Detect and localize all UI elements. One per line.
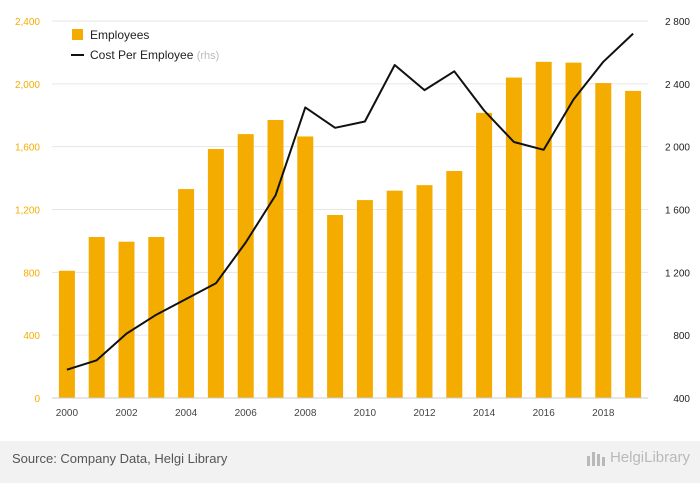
x-tick-label: 2006 — [235, 408, 258, 419]
bar-employees-2005 — [207, 149, 224, 398]
y-left-tick-label: 1,200 — [15, 206, 40, 217]
x-tick-label: 2004 — [175, 408, 198, 419]
logo-text: HelgiLibrary — [609, 449, 690, 466]
bar-employees-2012 — [416, 185, 433, 398]
bar-employees-2004 — [178, 189, 195, 398]
y-left-tick-label: 2,000 — [15, 80, 40, 91]
helgi-library-logo[interactable]: HelgiLibrary — [586, 449, 690, 466]
y-left-tick-label: 400 — [23, 331, 40, 342]
source-note: Source: Company Data, Helgi Library — [12, 451, 228, 466]
x-tick-label: 2000 — [56, 408, 79, 419]
x-tick-label: 2002 — [115, 408, 138, 419]
legend-swatch-employees — [72, 29, 83, 40]
x-tick-label: 2014 — [473, 408, 496, 419]
y-left-tick-label: 1,600 — [15, 143, 40, 154]
bar-employees-2015 — [505, 77, 522, 399]
bar-employees-2013 — [446, 171, 463, 398]
x-tick-label: 2018 — [592, 408, 615, 419]
y-right-tick-label: 800 — [673, 331, 690, 342]
bar-employees-2008 — [297, 136, 314, 399]
y-right-tick-label: 2 000 — [665, 143, 690, 154]
legend-label-cost-per-employee: Cost Per Employee (rhs) — [90, 48, 219, 62]
bar-employees-2000 — [58, 270, 75, 398]
y-right-tick-label: 1 200 — [665, 268, 690, 279]
y-right-tick-label: 2 800 — [665, 17, 690, 28]
y-right-tick-label: 2 400 — [665, 80, 690, 91]
x-tick-label: 2012 — [413, 408, 436, 419]
y-left-tick-label: 800 — [23, 268, 40, 279]
y-left-tick-label: 0 — [34, 394, 40, 405]
x-tick-label: 2010 — [354, 408, 377, 419]
library-building-icon — [586, 450, 606, 466]
bar-employees-2007 — [267, 119, 284, 399]
bar-employees-2014 — [476, 112, 493, 399]
footer-bar — [0, 441, 700, 483]
legend-label-employees: Employees — [90, 28, 149, 42]
bar-employees-2018 — [595, 83, 612, 399]
chart: 0 400 800 1,200 1,600 2,000 2,400 400 800 1 200 1 … — [15, 17, 690, 419]
bar-employees-2001 — [88, 236, 105, 398]
bar-employees-2019 — [625, 90, 642, 398]
line-cost-per-employee — [66, 32, 634, 371]
bar-employees-2009 — [327, 214, 344, 398]
legend-rhs-suffix: (rhs) — [197, 50, 220, 62]
bar-employees-2002 — [118, 241, 135, 398]
bar-employees-2017 — [565, 62, 582, 399]
y-right-tick-label: 400 — [673, 394, 690, 405]
x-tick-label: 2016 — [533, 408, 556, 419]
x-tick-label: 2008 — [294, 408, 317, 419]
y-left-tick-label: 2,400 — [15, 17, 40, 28]
y-right-tick-label: 1 600 — [665, 206, 690, 217]
bar-employees-2003 — [148, 236, 165, 398]
bar-employees-2011 — [386, 190, 403, 398]
bar-employees-2006 — [237, 134, 254, 398]
bar-employees-2016 — [535, 61, 552, 398]
bar-employees-2010 — [356, 200, 373, 398]
